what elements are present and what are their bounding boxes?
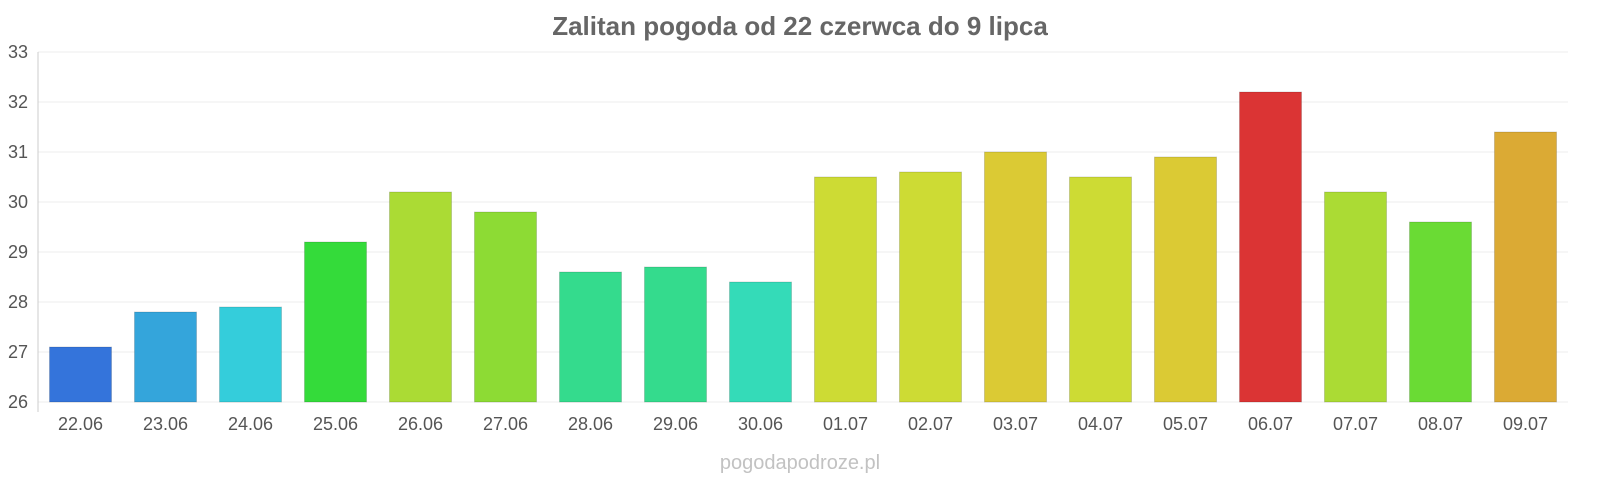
bar-09.07 xyxy=(1494,131,1557,403)
bar-24.06 xyxy=(219,306,282,403)
x-tick-label: 06.07 xyxy=(1248,414,1293,434)
y-tick-label: 31 xyxy=(8,142,28,162)
bar-22.06 xyxy=(49,346,112,403)
x-tick-label: 05.07 xyxy=(1163,414,1208,434)
x-tick-label: 30.06 xyxy=(738,414,783,434)
x-tick-label: 03.07 xyxy=(993,414,1038,434)
y-tick-label: 29 xyxy=(8,242,28,262)
x-tick-labels: 22.06 23.06 24.06 25.06 26.06 27.06 28.06 29.06… xyxy=(58,414,1548,434)
x-tick-label: 29.06 xyxy=(653,414,698,434)
x-tick-label: 25.06 xyxy=(313,414,358,434)
bar-25.06 xyxy=(304,241,367,403)
x-tick-label: 27.06 xyxy=(483,414,528,434)
x-tick-label: 01.07 xyxy=(823,414,868,434)
bar-27.06 xyxy=(474,211,537,403)
bars xyxy=(49,91,1557,403)
y-tick-label: 28 xyxy=(8,292,28,312)
y-tick-label: 30 xyxy=(8,192,28,212)
bar-28.06 xyxy=(559,271,622,403)
x-tick-label: 07.07 xyxy=(1333,414,1378,434)
x-tick-label: 02.07 xyxy=(908,414,953,434)
x-tick-label: 26.06 xyxy=(398,414,443,434)
chart-title: Zalitan pogoda od 22 czerwca do 9 lipca xyxy=(552,11,1048,41)
bar-29.06 xyxy=(644,266,707,403)
x-tick-label: 04.07 xyxy=(1078,414,1123,434)
bar-02.07 xyxy=(899,171,962,403)
watermark: pogodapodroze.pl xyxy=(720,452,880,474)
bar-30.06 xyxy=(729,281,792,403)
x-tick-label: 09.07 xyxy=(1503,414,1548,434)
y-tick-label: 32 xyxy=(8,92,28,112)
bar-03.07 xyxy=(984,151,1047,403)
bar-23.06 xyxy=(134,311,197,403)
bar-08.07 xyxy=(1409,221,1472,403)
bar-26.06 xyxy=(389,191,452,403)
y-tick-labels: 26 27 28 29 30 31 32 33 xyxy=(8,42,28,412)
bar-07.07 xyxy=(1324,191,1387,403)
x-tick-label: 23.06 xyxy=(143,414,188,434)
x-tick-label: 08.07 xyxy=(1418,414,1463,434)
x-tick-label: 22.06 xyxy=(58,414,103,434)
bar-06.07 xyxy=(1239,91,1302,403)
bar-05.07 xyxy=(1154,156,1217,403)
y-tick-label: 33 xyxy=(8,42,28,62)
gridlines xyxy=(38,51,1568,403)
y-tick-label: 26 xyxy=(8,392,28,412)
x-tick-label: 28.06 xyxy=(568,414,613,434)
bar-04.07 xyxy=(1069,176,1132,403)
bar-01.07 xyxy=(814,176,877,403)
x-tick-label: 24.06 xyxy=(228,414,273,434)
y-tick-label: 27 xyxy=(8,342,28,362)
